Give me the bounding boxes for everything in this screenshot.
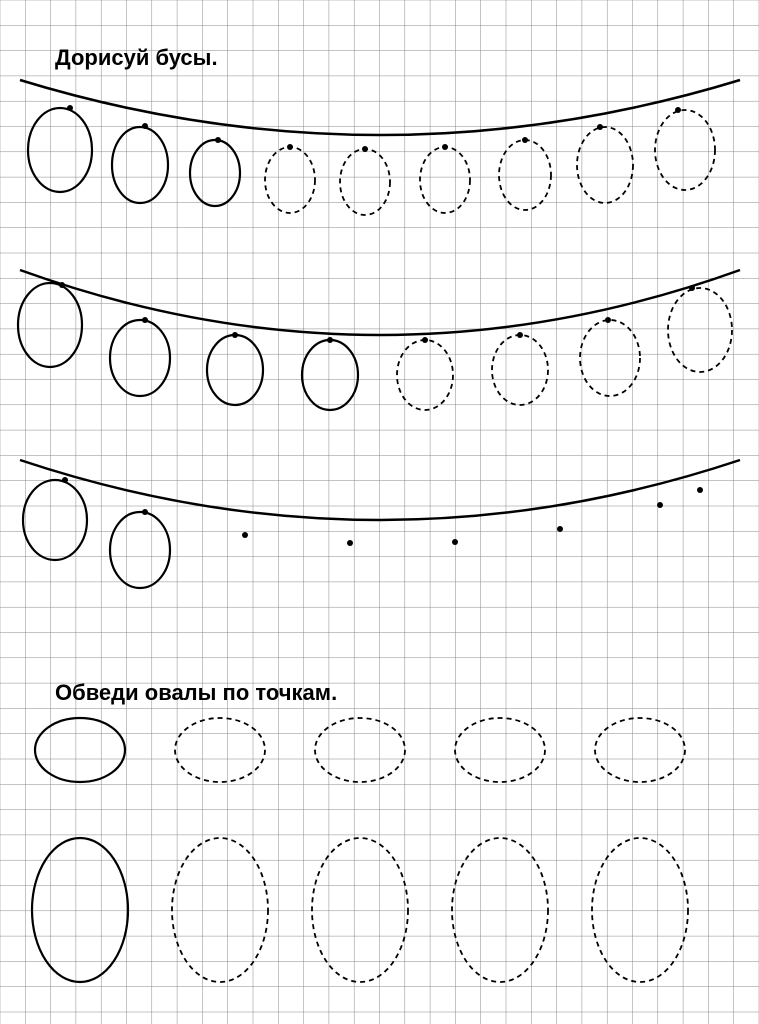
bead-dot [327, 337, 333, 343]
beads-row-2 [20, 460, 740, 588]
trace-oval-dashed [172, 838, 268, 982]
bead-dot [215, 137, 221, 143]
bead-dot [142, 123, 148, 129]
trace-oval-dashed [452, 838, 548, 982]
bead-dot [142, 317, 148, 323]
bead-dashed [655, 110, 715, 190]
bead-dot [287, 144, 293, 150]
beads-curve [20, 460, 740, 520]
trace-oval-solid [35, 718, 125, 782]
bead-dot [142, 509, 148, 515]
bead-dashed [492, 335, 548, 405]
bead-dot [362, 146, 368, 152]
oval-row-1 [32, 838, 688, 982]
bead-dot [452, 539, 458, 545]
bead-dot [597, 124, 603, 130]
oval-row-0 [35, 718, 685, 782]
bead-dot [347, 540, 353, 546]
bead-solid [207, 335, 263, 405]
bead-solid [23, 480, 87, 560]
beads-row-0 [20, 80, 740, 215]
bead-dot [657, 502, 663, 508]
bead-dot [517, 332, 523, 338]
bead-dashed [420, 147, 470, 213]
trace-oval-solid [32, 838, 128, 982]
bead-dot [242, 532, 248, 538]
bead-dot [422, 337, 428, 343]
task2-title: Обведи овалы по точкам. [55, 680, 337, 706]
bead-dot [697, 487, 703, 493]
bead-solid [110, 512, 170, 588]
bead-solid [28, 108, 92, 192]
trace-oval-dashed [175, 718, 265, 782]
bead-dot [675, 107, 681, 113]
bead-dot [689, 285, 695, 291]
bead-solid [190, 140, 240, 206]
bead-dot [605, 317, 611, 323]
bead-dot [442, 144, 448, 150]
bead-dot [67, 105, 73, 111]
bead-dashed [668, 288, 732, 372]
bead-solid [302, 340, 358, 410]
bead-dashed [580, 320, 640, 396]
worksheet-svg [0, 0, 759, 1024]
trace-oval-dashed [315, 718, 405, 782]
bead-solid [110, 320, 170, 396]
bead-dashed [499, 140, 551, 210]
task1-title: Дорисуй бусы. [55, 45, 218, 71]
bead-dot [59, 282, 65, 288]
trace-oval-dashed [595, 718, 685, 782]
bead-dashed [265, 147, 315, 213]
bead-dot [62, 477, 68, 483]
bead-dashed [577, 127, 633, 203]
beads-curve [20, 270, 740, 335]
trace-oval-dashed [592, 838, 688, 982]
bead-dashed [340, 149, 390, 215]
bead-dashed [397, 340, 453, 410]
bead-solid [112, 127, 168, 203]
bead-dot [557, 526, 563, 532]
bead-dot [522, 137, 528, 143]
bead-dot [232, 332, 238, 338]
trace-oval-dashed [312, 838, 408, 982]
